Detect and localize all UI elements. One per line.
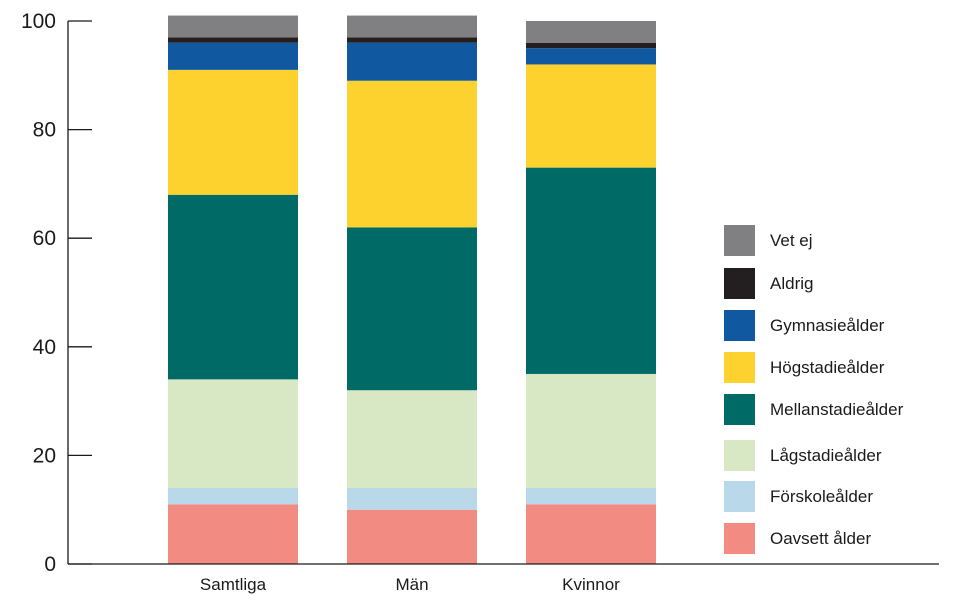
bar-segment	[347, 80, 477, 228]
legend-item: Förskoleålder	[724, 481, 873, 512]
y-axis: 0 20 40 60 80 100	[21, 10, 92, 576]
x-category-label: Kvinnor	[562, 575, 620, 594]
legend-label: Vet ej	[770, 231, 813, 250]
bar-segment	[168, 37, 298, 43]
legend-label: Lågstadieålder	[770, 446, 882, 465]
bar-segment	[526, 48, 656, 65]
legend-label: Oavsett ålder	[770, 529, 871, 548]
legend: Vet ej Aldrig Gymnasieålder Högstadieålder M…	[724, 225, 904, 554]
bar-segment	[526, 21, 656, 43]
bar-segment	[526, 487, 656, 505]
legend-swatch	[724, 481, 755, 512]
bar-segment	[347, 509, 477, 564]
bar-segment	[168, 504, 298, 564]
legend-item: Aldrig	[724, 268, 813, 299]
bar-segment	[526, 373, 656, 488]
bar-stack-män	[347, 15, 477, 564]
bar-segment	[347, 42, 477, 81]
legend-swatch	[724, 440, 755, 471]
bar-segment	[168, 379, 298, 488]
legend-item: Oavsett ålder	[724, 523, 871, 554]
legend-label: Mellanstadieålder	[770, 400, 904, 419]
y-tick-label: 40	[33, 336, 56, 359]
legend-label: Gymnasieålder	[770, 316, 885, 335]
bar-segment	[526, 504, 656, 564]
x-axis: Samtliga Män Kvinnor	[68, 563, 939, 594]
y-tick-label: 80	[33, 119, 56, 142]
legend-item: Gymnasieålder	[724, 310, 885, 341]
bar-segment	[347, 487, 477, 510]
x-category-label: Samtliga	[200, 575, 267, 594]
legend-swatch	[724, 225, 755, 256]
legend-item: Högstadieålder	[724, 352, 885, 383]
legend-swatch	[724, 310, 755, 341]
legend-swatch	[724, 523, 755, 554]
bar-segment	[347, 15, 477, 38]
legend-item: Lågstadieålder	[724, 440, 882, 471]
x-category-label: Män	[395, 575, 428, 594]
bar-segment	[526, 42, 656, 49]
legend-item: Mellanstadieålder	[724, 394, 904, 425]
bar-segment	[168, 42, 298, 70]
bar-stack-kvinnor	[526, 21, 656, 564]
bar-segment	[347, 227, 477, 391]
bar-segment	[347, 37, 477, 43]
legend-label: Förskoleålder	[770, 487, 873, 506]
bar-segment	[168, 15, 298, 38]
legend-swatch	[724, 394, 755, 425]
bars	[168, 15, 656, 564]
legend-label: Aldrig	[770, 274, 813, 293]
legend-label: Högstadieålder	[770, 358, 885, 377]
bar-stack-samtliga	[168, 15, 298, 564]
bar-segment	[168, 194, 298, 380]
bar-segment	[168, 69, 298, 195]
bar-segment	[526, 167, 656, 374]
bar-segment	[526, 64, 656, 168]
bar-segment	[168, 487, 298, 505]
legend-swatch	[724, 268, 755, 299]
y-tick-label: 100	[21, 10, 56, 33]
legend-item: Vet ej	[724, 225, 813, 256]
legend-swatch	[724, 352, 755, 383]
bar-segment	[347, 390, 477, 488]
y-tick-label: 0	[44, 553, 56, 576]
y-tick-label: 20	[33, 444, 56, 467]
y-tick-label: 60	[33, 227, 56, 250]
